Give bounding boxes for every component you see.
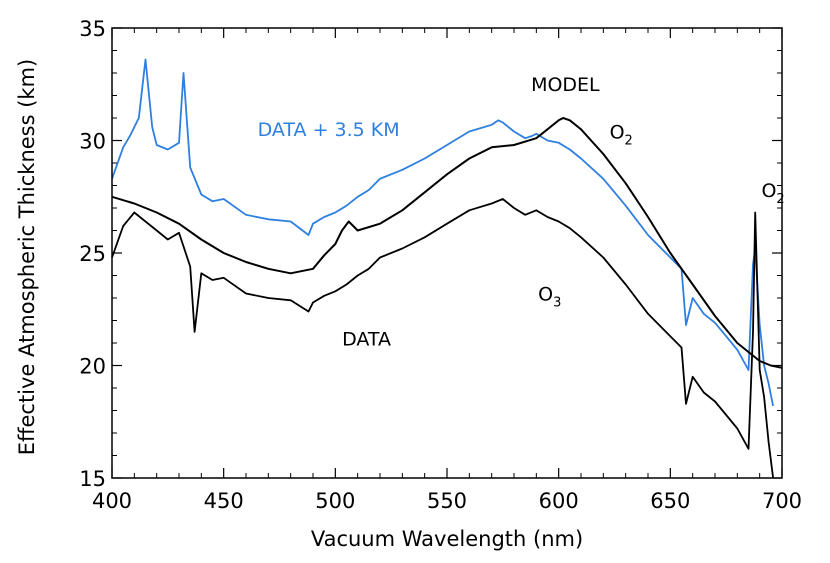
annotation-text: O: [610, 121, 625, 143]
annotation-text: O: [761, 180, 776, 202]
annotation-text: MODEL: [531, 74, 600, 96]
x-tick-label: 400: [92, 489, 132, 513]
x-tick-label: 600: [539, 489, 579, 513]
annotation-label: O2: [610, 121, 633, 148]
annotation-text: DATA: [342, 328, 391, 350]
y-axis-label: Effective Atmospheric Thickness (km): [15, 59, 39, 456]
y-tick-label: 35: [79, 17, 106, 41]
x-tick-label: 550: [427, 489, 467, 513]
ticks-layer: 400 450 500 550 600 650 700 15 20 25 30 35: [79, 17, 802, 513]
x-tick-label: 700: [762, 489, 802, 513]
plot-frame: [111, 27, 783, 479]
y-tick-label: 30: [79, 130, 106, 154]
annotation-label: DATA: [342, 328, 391, 350]
series-line-data-3-5-km: [111, 58, 774, 407]
y-tick-label: 25: [79, 242, 106, 266]
series-line-data: [111, 198, 774, 479]
x-tick-label: 650: [650, 489, 690, 513]
series-layer: [111, 58, 783, 479]
x-axis-label: Vacuum Wavelength (nm): [311, 527, 583, 551]
annotation-subscript: 2: [776, 192, 784, 207]
annotation-text: DATA + 3.5 KM: [258, 119, 400, 141]
annotation-label: O2: [761, 180, 784, 207]
annotation-subscript: 3: [553, 295, 561, 310]
annotation-text: O: [538, 283, 553, 305]
series-line-model: [111, 117, 783, 369]
x-tick-label: 500: [315, 489, 355, 513]
annotation-label: DATA + 3.5 KM: [258, 119, 400, 141]
y-tick-label: 20: [79, 355, 106, 379]
x-tick-label: 450: [204, 489, 244, 513]
annotation-label: MODEL: [531, 74, 600, 96]
annotation-subscript: 2: [625, 133, 633, 148]
y-tick-label: 15: [79, 467, 106, 491]
annotation-label: O3: [538, 283, 561, 310]
